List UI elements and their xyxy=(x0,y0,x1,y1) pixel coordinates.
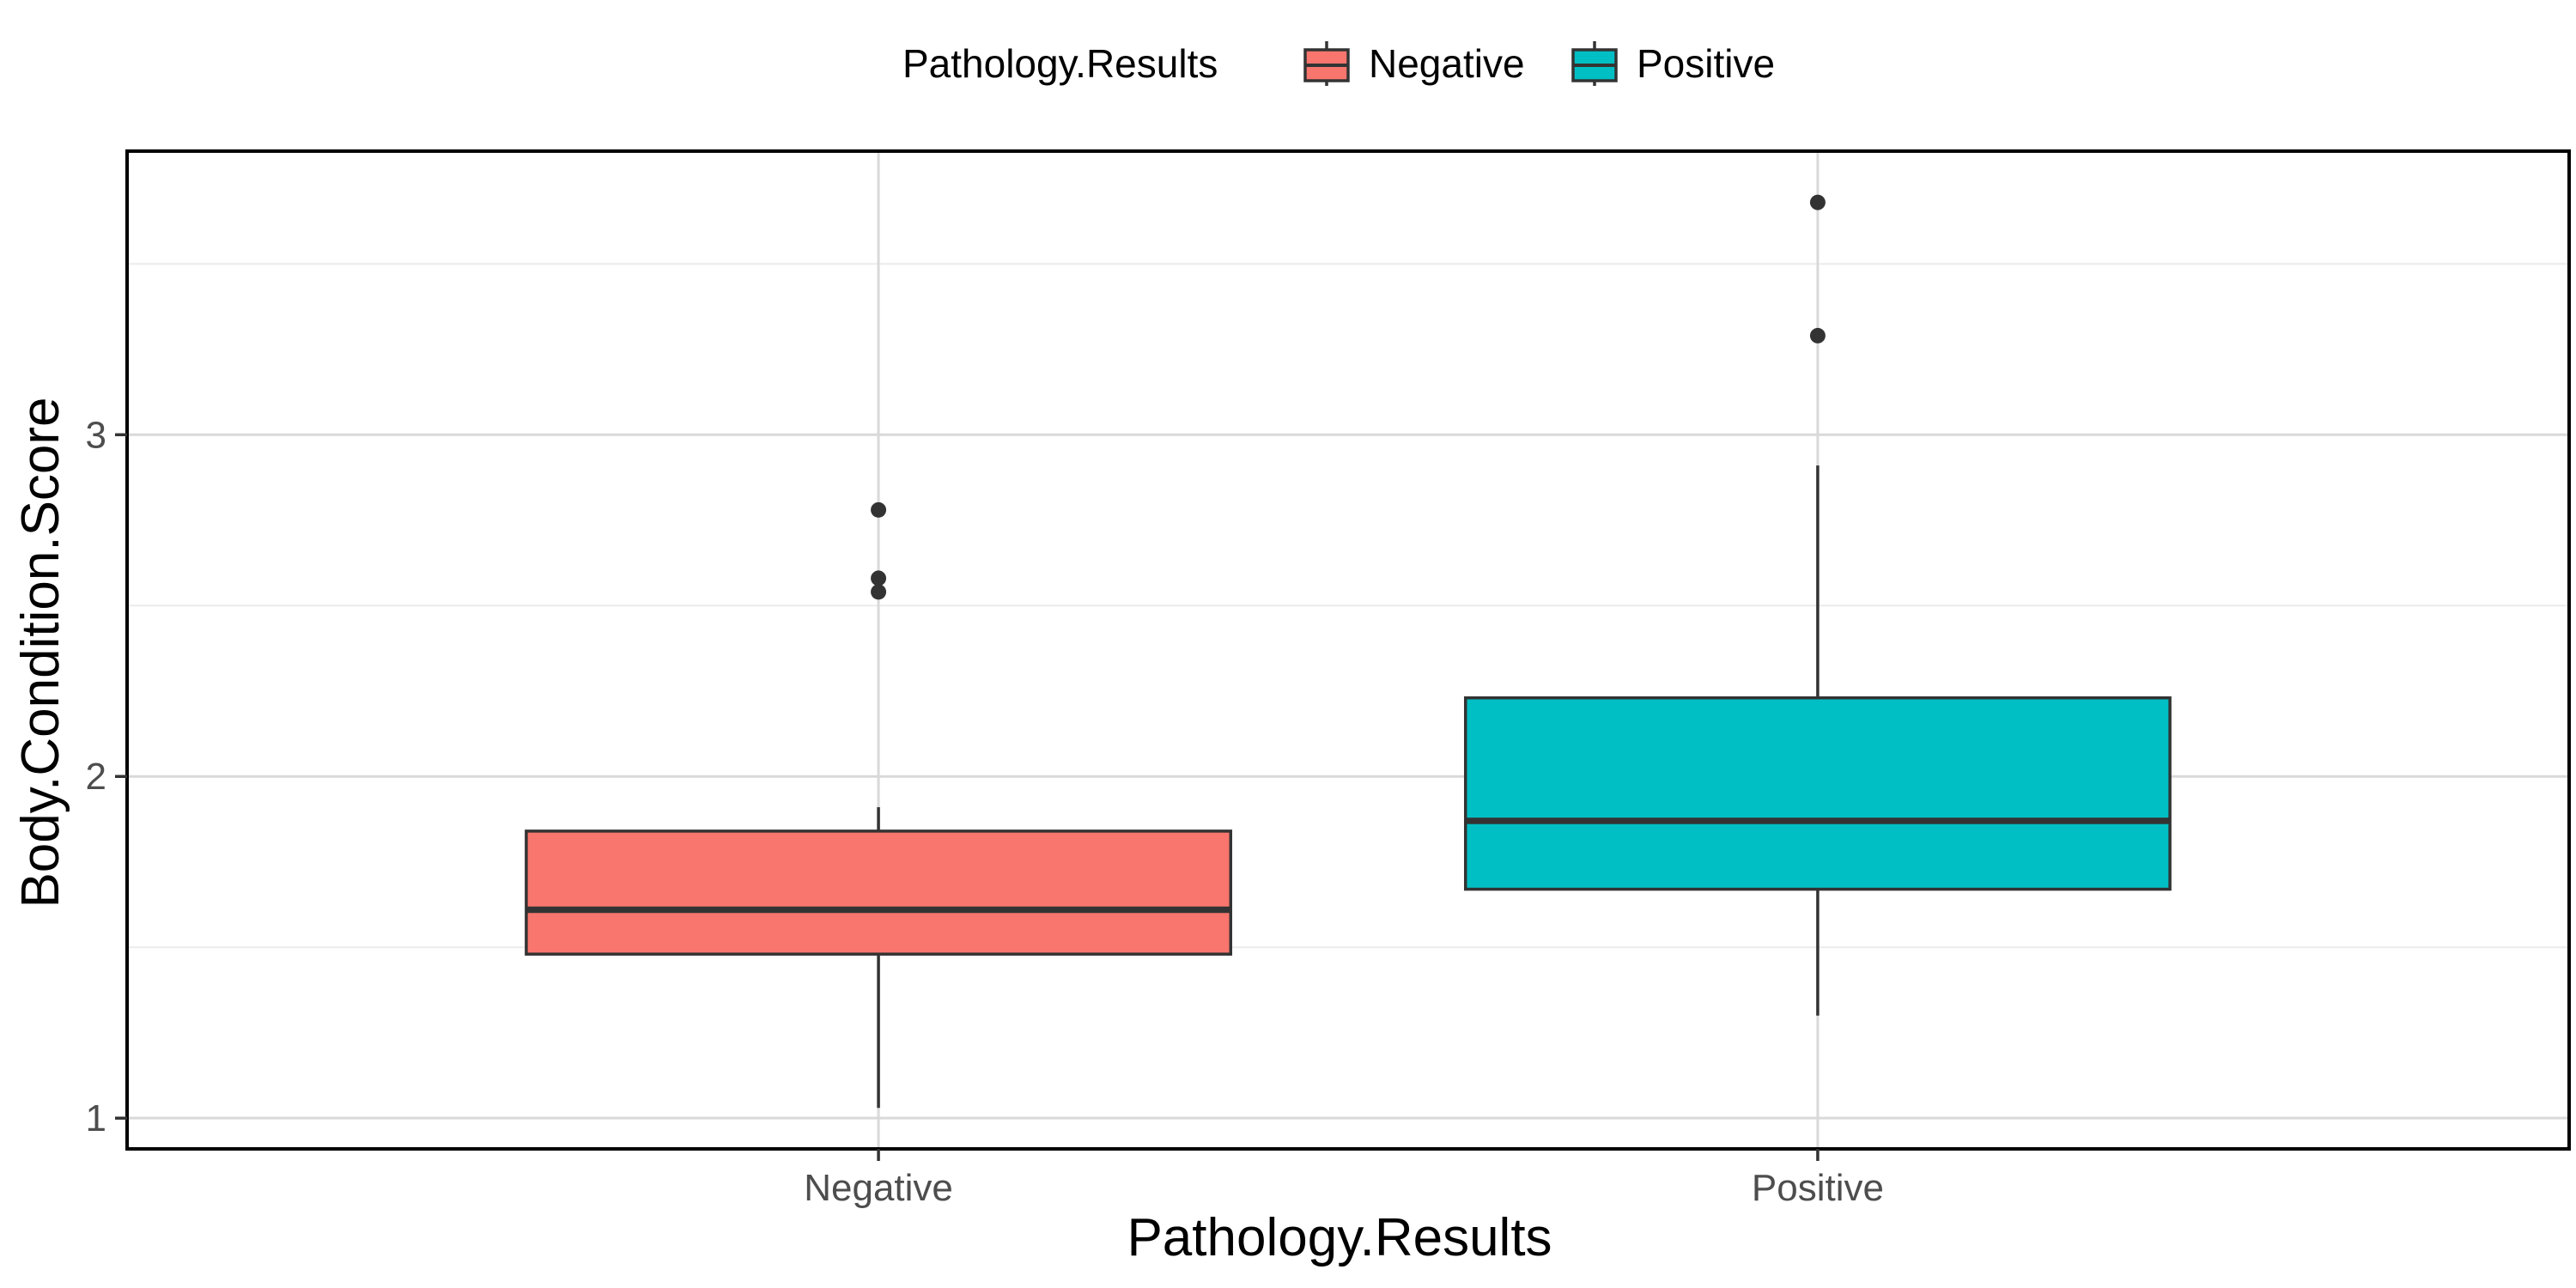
box xyxy=(1463,696,2172,891)
y-tick-label: 3 xyxy=(86,414,106,456)
x-tick-label: Negative xyxy=(804,1167,953,1209)
outlier-point xyxy=(1809,194,1826,210)
legend-label: Negative xyxy=(1369,41,1525,86)
x-axis-title: Pathology.Results xyxy=(1127,1208,1552,1267)
outlier-point xyxy=(871,501,887,518)
plot-area: 1 2 3 Negative Positive xyxy=(86,149,2571,1209)
legend-title: Pathology.Results xyxy=(902,41,1218,86)
y-tick-label: 2 xyxy=(86,756,106,798)
x-tick-label: Positive xyxy=(1752,1167,1884,1209)
outlier-point xyxy=(871,570,887,586)
legend-entry-positive: Positive xyxy=(1571,41,1775,86)
legend-label: Positive xyxy=(1637,41,1775,86)
box xyxy=(525,829,1233,956)
box-group-negative xyxy=(525,501,1233,1109)
y-axis-title: Body.Condition.Score xyxy=(11,397,70,908)
outlier-point xyxy=(871,584,887,600)
legend-entry-negative: Negative xyxy=(1303,41,1525,86)
outlier-point xyxy=(1809,327,1826,343)
panel-border xyxy=(125,149,2571,1151)
y-tick-label: 1 xyxy=(86,1097,106,1139)
legend: Pathology.Results Negative Positive xyxy=(902,41,1775,86)
box-group-positive xyxy=(1463,194,2172,1016)
